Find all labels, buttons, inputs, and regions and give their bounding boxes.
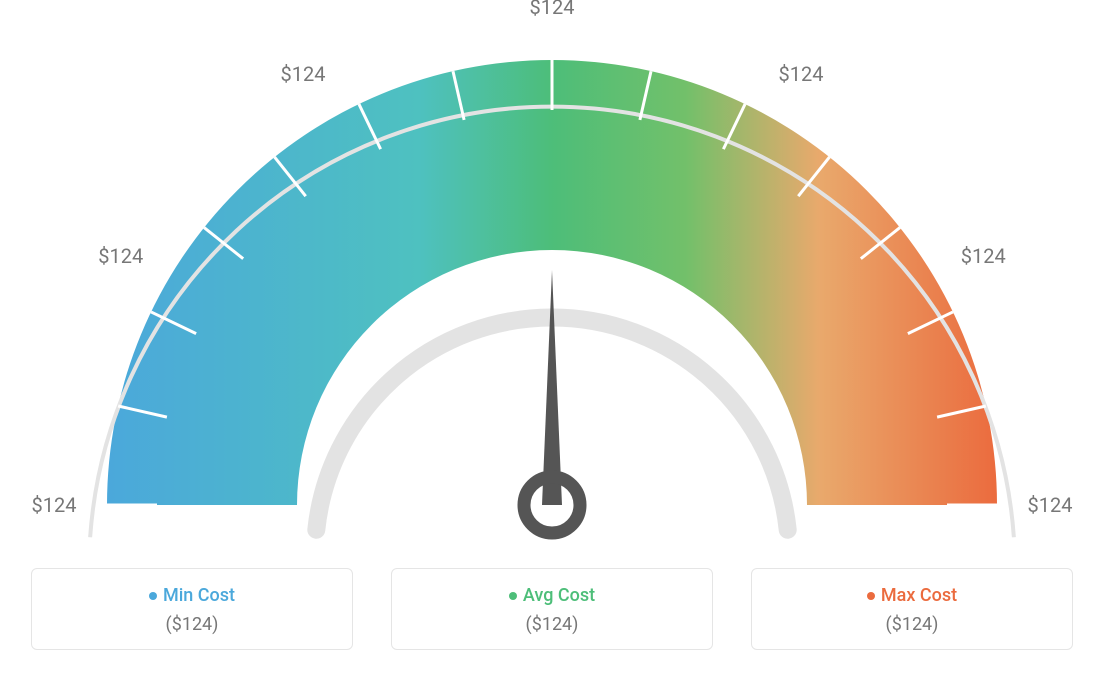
legend-title: Min Cost (42, 585, 342, 606)
gauge-tick-label: $124 (281, 62, 326, 86)
cost-gauge-widget: $124 $124 $124 $124 $124 $124 $124 Min Cost ($1… (0, 0, 1104, 690)
gauge-tick-label: $124 (1028, 493, 1073, 517)
legend-dot-icon (867, 592, 875, 600)
legend-dot-icon (509, 592, 517, 600)
legend-title: Max Cost (762, 585, 1062, 606)
legend-value: ($124) (762, 614, 1062, 635)
legend-title: Avg Cost (402, 585, 702, 606)
gauge-tick-label: $124 (530, 0, 575, 19)
gauge-tick-label: $124 (779, 62, 824, 86)
legend-dot-icon (149, 592, 157, 600)
legend-value: ($124) (42, 614, 342, 635)
legend-label: Avg Cost (523, 585, 595, 606)
gauge-tick-label: $124 (98, 244, 143, 268)
gauge-svg (0, 0, 1104, 560)
gauge-tick-label: $124 (32, 493, 77, 517)
gauge-chart: $124 $124 $124 $124 $124 $124 $124 (0, 0, 1104, 560)
legend-card-min: Min Cost ($124) (31, 568, 353, 650)
legend-row: Min Cost ($124) Avg Cost ($124) Max Cost ($12… (0, 568, 1104, 650)
legend-label: Min Cost (163, 585, 235, 606)
gauge-needle (542, 270, 562, 505)
legend-card-avg: Avg Cost ($124) (391, 568, 713, 650)
legend-value: ($124) (402, 614, 702, 635)
gauge-tick-label: $124 (961, 244, 1006, 268)
legend-card-max: Max Cost ($124) (751, 568, 1073, 650)
legend-label: Max Cost (881, 585, 957, 606)
